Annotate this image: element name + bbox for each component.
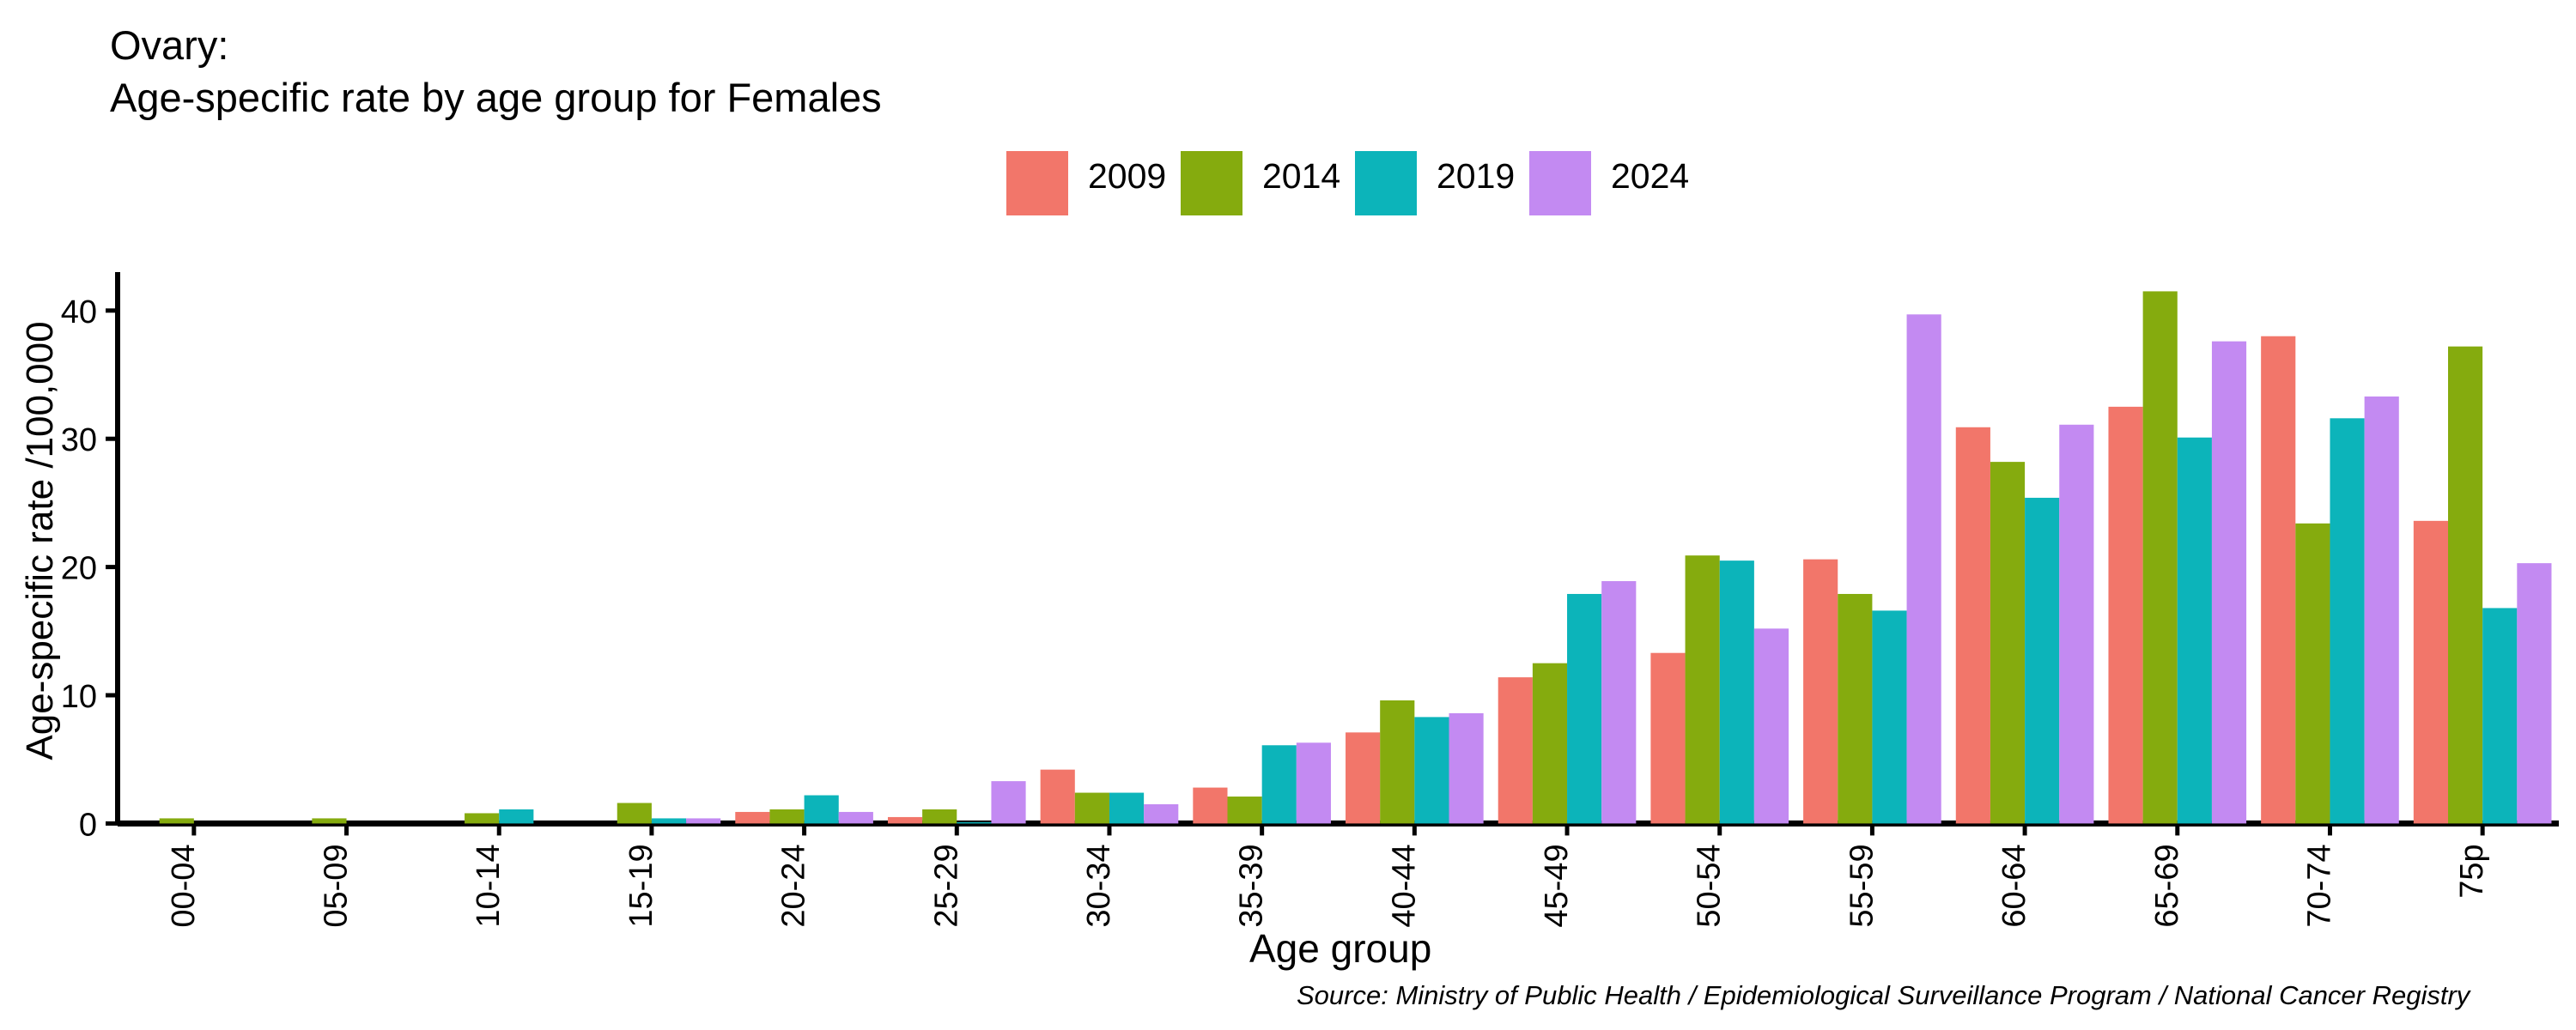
svg-text:00-04: 00-04 bbox=[166, 844, 202, 927]
svg-text:25-29: 25-29 bbox=[928, 844, 964, 927]
svg-text:30-34: 30-34 bbox=[1081, 844, 1117, 927]
svg-text:60-64: 60-64 bbox=[1996, 844, 2032, 927]
svg-text:40: 40 bbox=[61, 294, 97, 330]
svg-text:75p: 75p bbox=[2454, 844, 2490, 898]
svg-text:35-39: 35-39 bbox=[1234, 844, 1270, 927]
svg-text:65-69: 65-69 bbox=[2149, 844, 2185, 927]
svg-text:05-09: 05-09 bbox=[319, 844, 355, 927]
svg-text:0: 0 bbox=[79, 807, 97, 843]
svg-text:70-74: 70-74 bbox=[2301, 844, 2337, 927]
svg-text:55-59: 55-59 bbox=[1844, 844, 1880, 927]
svg-text:45-49: 45-49 bbox=[1539, 844, 1575, 927]
svg-text:20: 20 bbox=[61, 551, 97, 587]
svg-text:10-14: 10-14 bbox=[471, 844, 507, 927]
svg-text:15-19: 15-19 bbox=[623, 844, 659, 927]
svg-text:10: 10 bbox=[61, 679, 97, 715]
svg-text:30: 30 bbox=[61, 422, 97, 458]
svg-text:50-54: 50-54 bbox=[1692, 844, 1728, 927]
svg-text:40-44: 40-44 bbox=[1386, 844, 1422, 927]
svg-text:20-24: 20-24 bbox=[776, 844, 812, 927]
